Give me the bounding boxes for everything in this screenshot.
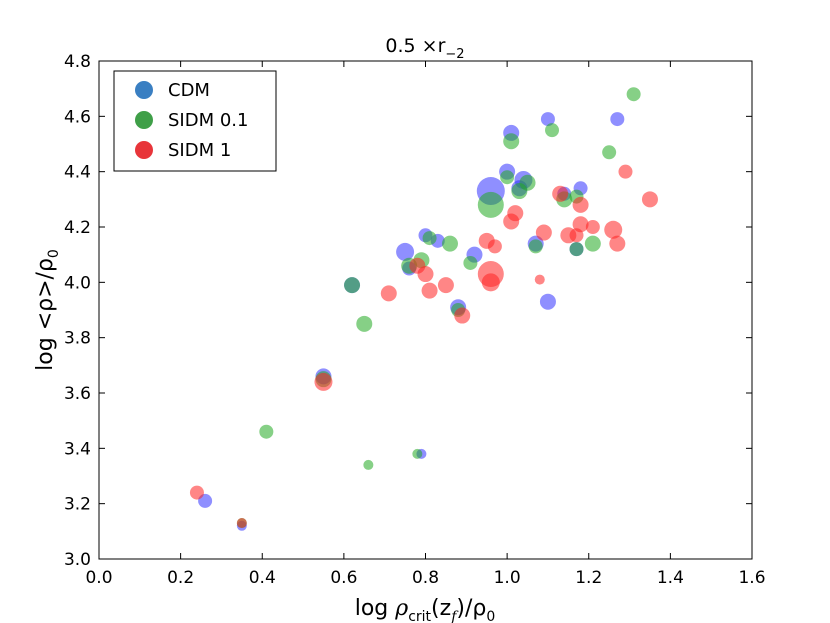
x-tick-label: 0.4 — [249, 568, 276, 588]
point-sidm-0-1 — [356, 315, 373, 332]
y-tick-label: 3.2 — [64, 495, 91, 515]
point-sidm-1 — [572, 216, 589, 233]
point-sidm-1 — [487, 239, 502, 254]
x-tick-label: 0.0 — [85, 568, 112, 588]
point-sidm-0-1 — [344, 277, 361, 294]
point-sidm-0-1 — [477, 191, 504, 218]
point-sidm-0-1 — [602, 145, 617, 160]
x-tick-label: 1.4 — [657, 568, 684, 588]
point-sidm-0-1 — [363, 459, 374, 470]
point-sidm-1 — [641, 191, 658, 208]
point-sidm-1 — [534, 274, 545, 285]
x-tick-label: 0.8 — [412, 568, 439, 588]
series-sidm-0-1 — [236, 87, 641, 529]
y-tick-label: 3.8 — [64, 329, 91, 349]
x-axis-title: log ρcrit(zf)/ρ0 — [355, 596, 496, 623]
legend-label-sidm-0-1: SIDM 0.1 — [168, 110, 248, 131]
point-sidm-0-1 — [584, 235, 601, 252]
point-cdm — [539, 293, 556, 310]
point-sidm-0-1 — [441, 235, 458, 252]
y-axis-title: log <ρ>/ρ0 — [33, 249, 62, 371]
x-tick-label: 0.6 — [330, 568, 357, 588]
point-sidm-0-1 — [569, 242, 584, 257]
data-points — [189, 87, 658, 531]
legend-label-cdm: CDM — [168, 80, 210, 101]
legend-marker-sidm-0-1 — [135, 111, 153, 129]
point-sidm-0-1 — [519, 174, 536, 191]
x-tick-label: 1.2 — [575, 568, 602, 588]
chart-title-subscript: −2 — [445, 47, 464, 62]
axis-ticks: 0.0 0.2 0.4 0.6 0.8 1.0 1.2 1.4 1.6 3.0 3.2 3.4 3.6 3… — [64, 52, 766, 588]
legend-label-sidm-1: SIDM 1 — [168, 140, 231, 161]
y-tick-label: 4.0 — [64, 273, 91, 293]
y-tick-label: 4.6 — [64, 107, 91, 127]
point-sidm-0-1 — [528, 239, 543, 254]
point-sidm-1 — [535, 224, 552, 241]
point-cdm — [396, 242, 415, 261]
point-sidm-1 — [380, 285, 397, 302]
point-sidm-1 — [417, 266, 434, 283]
point-sidm-1 — [507, 205, 524, 222]
point-sidm-1 — [481, 273, 500, 292]
point-sidm-0-1 — [503, 133, 520, 150]
y-tick-label: 3.4 — [64, 439, 91, 459]
y-tick-label: 4.8 — [64, 52, 91, 72]
series-sidm-1 — [189, 164, 658, 529]
point-sidm-1 — [421, 282, 438, 299]
point-sidm-1 — [552, 185, 569, 202]
point-sidm-1 — [314, 372, 333, 391]
point-sidm-1 — [585, 220, 600, 234]
point-cdm — [540, 112, 555, 127]
point-sidm-1 — [437, 277, 454, 294]
point-sidm-1 — [609, 235, 626, 252]
legend-marker-sidm-1 — [135, 141, 153, 159]
point-sidm-1 — [189, 485, 204, 500]
legend-marker-cdm — [135, 81, 153, 99]
point-sidm-1 — [604, 220, 623, 239]
point-sidm-1 — [454, 307, 471, 324]
y-tick-label: 4.2 — [64, 218, 91, 238]
chart-title: 0.5 ×r−2 — [385, 35, 464, 62]
point-cdm — [610, 112, 625, 127]
point-sidm-0-1 — [500, 170, 515, 185]
x-tick-label: 0.2 — [167, 568, 194, 588]
point-sidm-0-1 — [412, 448, 423, 459]
point-sidm-1 — [572, 196, 589, 213]
y-tick-label: 3.0 — [64, 550, 91, 570]
point-sidm-0-1 — [463, 255, 478, 270]
x-tick-label: 1.0 — [494, 568, 521, 588]
point-sidm-0-1 — [545, 123, 560, 138]
point-sidm-0-1 — [422, 231, 437, 246]
legend: CDM SIDM 0.1 SIDM 1 — [113, 70, 277, 172]
x-tick-label: 1.6 — [738, 568, 765, 588]
point-sidm-1 — [236, 518, 247, 529]
point-sidm-1 — [618, 164, 633, 179]
point-sidm-0-1 — [626, 87, 641, 102]
point-sidm-0-1 — [259, 424, 274, 439]
y-tick-label: 3.6 — [64, 384, 91, 404]
y-tick-label: 4.4 — [64, 163, 91, 183]
